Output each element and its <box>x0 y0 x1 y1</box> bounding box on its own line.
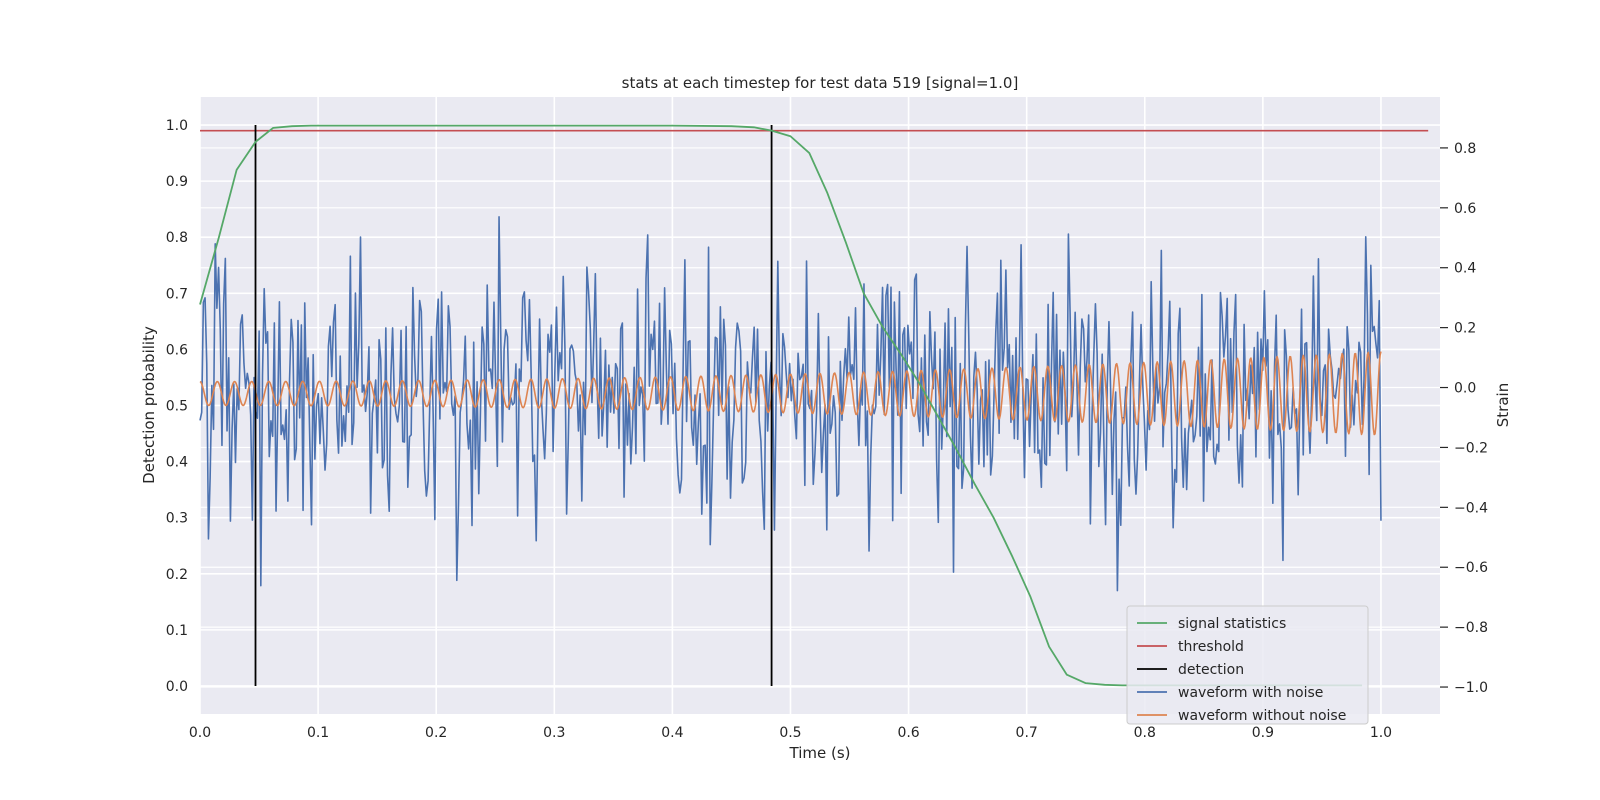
y-tick-label: 0.4 <box>166 455 188 471</box>
y-tick-label: 0.7 <box>166 286 188 302</box>
legend-box <box>1126 605 1369 725</box>
series-waveform-with-noise <box>199 216 1382 592</box>
legend-entry-label: waveform without noise <box>1178 708 1346 724</box>
y2-tick-label: −0.8 <box>1454 620 1488 636</box>
x-axis-label: Time (s) <box>789 744 851 762</box>
x-tick-label: 0.2 <box>425 725 447 741</box>
y-tick-label: 1.0 <box>166 118 188 134</box>
x-tick-label: 0.4 <box>661 725 683 741</box>
x-tick-label: 0.5 <box>779 725 801 741</box>
y-axis-ticks: 0.0 0.1 0.2 0.3 0.4 0.5 0.6 0.7 0.8 0.9 1.0 <box>166 118 188 695</box>
y-tick-label: 0.2 <box>166 567 188 583</box>
y-tick-label: 0.5 <box>166 399 188 415</box>
y-tick-label: 0.1 <box>166 623 188 639</box>
y-tick-label: 0.8 <box>166 230 188 246</box>
y2-tick-label: 0.6 <box>1454 201 1476 217</box>
y2-tick-label: −1.0 <box>1454 680 1488 696</box>
y2-tick-label: 0.8 <box>1454 141 1476 157</box>
legend: signal statistics threshold detection wavef… <box>1126 605 1369 725</box>
legend-entry-label: threshold <box>1178 639 1244 655</box>
y-tick-label: 0.0 <box>166 679 188 695</box>
x-tick-label: 0.3 <box>543 725 565 741</box>
legend-entry-label: detection <box>1178 662 1244 678</box>
y2-axis-ticks: −1.0 −0.8 −0.6 −0.4 −0.2 0.0 0.2 0.4 0.6 0.8 <box>1440 141 1488 696</box>
x-tick-label: 0.8 <box>1134 725 1156 741</box>
x-tick-label: 0.1 <box>307 725 329 741</box>
y-tick-label: 0.9 <box>166 174 188 190</box>
y2-tick-label: −0.4 <box>1454 500 1488 516</box>
y2-tick-label: −0.2 <box>1454 440 1488 456</box>
legend-entry-label: waveform with noise <box>1178 685 1323 701</box>
x-axis-ticks: 0.0 0.1 0.2 0.3 0.4 0.5 0.6 0.7 0.8 0.9 1.0 <box>189 725 1392 741</box>
x-tick-label: 0.7 <box>1016 725 1038 741</box>
y2-tick-label: 0.0 <box>1454 381 1476 397</box>
x-tick-label: 0.9 <box>1252 725 1274 741</box>
x-tick-label: 0.0 <box>189 725 211 741</box>
series-waveform-without-noise <box>199 351 1382 436</box>
x-tick-label: 0.6 <box>897 725 919 741</box>
y2-tick-label: −0.6 <box>1454 560 1488 576</box>
grid <box>199 97 1440 714</box>
legend-entry-label: signal statistics <box>1178 616 1286 632</box>
y2-axis-label: Strain <box>1494 383 1512 427</box>
series-layer <box>199 124 1429 687</box>
y-tick-label: 0.6 <box>166 342 188 358</box>
y2-tick-label: 0.2 <box>1454 321 1476 337</box>
series-signal-statistics <box>199 124 1363 687</box>
y-tick-label: 0.3 <box>166 511 188 527</box>
y2-tick-label: 0.4 <box>1454 261 1476 277</box>
chart-title: stats at each timestep for test data 519… <box>622 74 1019 92</box>
x-tick-label: 1.0 <box>1370 725 1392 741</box>
y-axis-label: Detection probability <box>140 326 158 484</box>
